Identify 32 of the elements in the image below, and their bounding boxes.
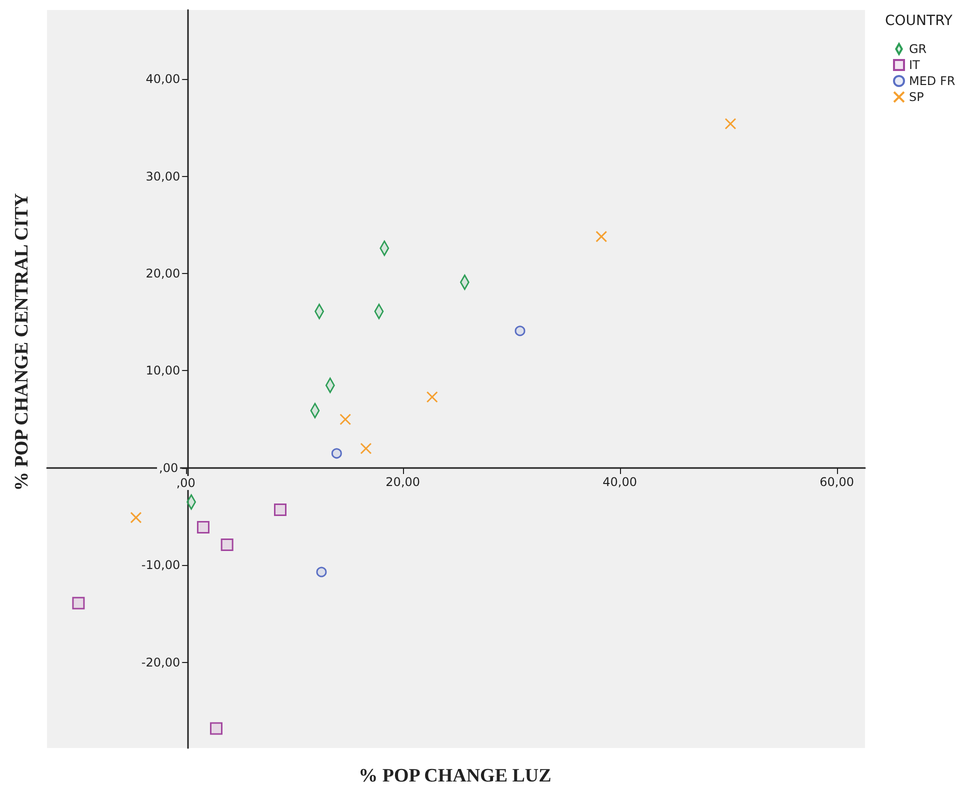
y-tick-label: ,00 — [159, 460, 178, 475]
point — [196, 521, 210, 534]
legend-title: COUNTRY — [885, 13, 953, 29]
y-tick-label: -20,00 — [141, 655, 180, 670]
point — [274, 504, 286, 516]
legend-label: SP — [909, 90, 924, 104]
y-tick-label: -10,00 — [141, 558, 180, 572]
y-tick-label: 10,00 — [146, 364, 180, 378]
point — [340, 414, 352, 426]
point — [72, 596, 85, 610]
y-tick-label: 30,00 — [146, 169, 180, 184]
x-tick-label: 60,00 — [820, 474, 854, 489]
x-tick-label: 40,00 — [602, 474, 637, 489]
point — [724, 118, 736, 130]
point — [316, 566, 327, 578]
point — [331, 448, 342, 459]
x-tick-label: ,00 — [176, 476, 196, 490]
point — [426, 391, 438, 403]
y-tick-label: 40,00 — [146, 72, 180, 86]
x-axis-title: % POP CHANGE LUZ — [358, 766, 552, 786]
legend-label: MED FR — [909, 74, 956, 88]
point — [210, 722, 222, 735]
legend-label: IT — [909, 58, 921, 72]
y-axis-title: % POP CHANGE CENTRAL CITY — [12, 192, 32, 491]
point — [514, 326, 526, 336]
point — [130, 512, 142, 524]
point — [360, 442, 372, 454]
y-tick-label: 20,00 — [146, 266, 180, 280]
x-tick-label: 20,00 — [386, 474, 420, 489]
point — [220, 538, 234, 552]
legend-label: GR — [909, 42, 927, 56]
point — [596, 230, 608, 242]
